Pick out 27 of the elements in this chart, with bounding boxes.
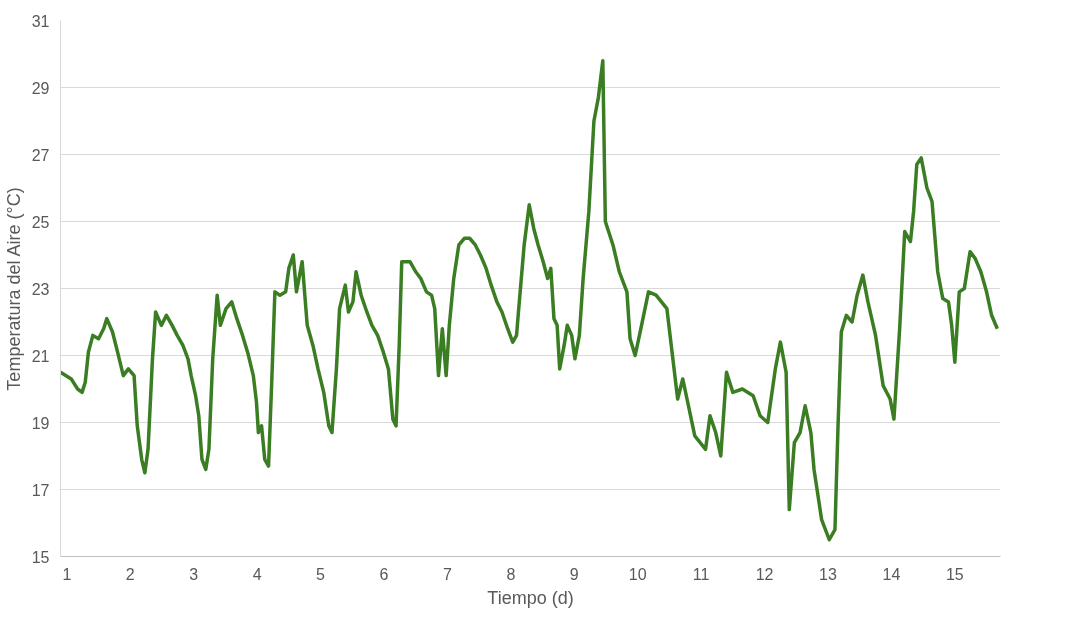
x-tick-label: 2 — [125, 565, 135, 583]
y-tick-label: 17 — [31, 481, 50, 499]
x-tick-label: 5 — [316, 565, 326, 583]
x-tick-label: 6 — [379, 565, 389, 583]
x-tick-label: 10 — [628, 565, 647, 583]
y-tick-label: 19 — [31, 414, 50, 432]
y-tick-label: 23 — [31, 280, 50, 298]
y-tick-label: 29 — [31, 79, 50, 97]
x-tick-label: 14 — [882, 565, 901, 583]
x-tick-label: 13 — [819, 565, 837, 583]
x-axis-title: Tiempo (d) — [487, 587, 574, 608]
x-tick-label: 12 — [755, 565, 774, 583]
y-tick-label: 27 — [31, 146, 50, 164]
x-tick-label: 1 — [62, 565, 72, 583]
y-tick-label: 21 — [31, 347, 50, 365]
x-tick-label: 3 — [189, 565, 199, 583]
y-tick-label: 31 — [31, 12, 50, 30]
x-tick-label: 8 — [506, 565, 516, 583]
x-tick-label: 4 — [252, 565, 262, 583]
x-tick-label: 11 — [692, 565, 710, 583]
y-tick-label: 15 — [31, 548, 50, 566]
y-axis-title: Temperatura del Aire (°C) — [3, 187, 24, 391]
x-tick-label: 7 — [442, 565, 452, 583]
x-tick-label: 9 — [569, 565, 579, 583]
x-tick-label: 15 — [945, 565, 964, 583]
y-tick-label: 25 — [31, 213, 50, 231]
line-series — [60, 58, 1000, 542]
